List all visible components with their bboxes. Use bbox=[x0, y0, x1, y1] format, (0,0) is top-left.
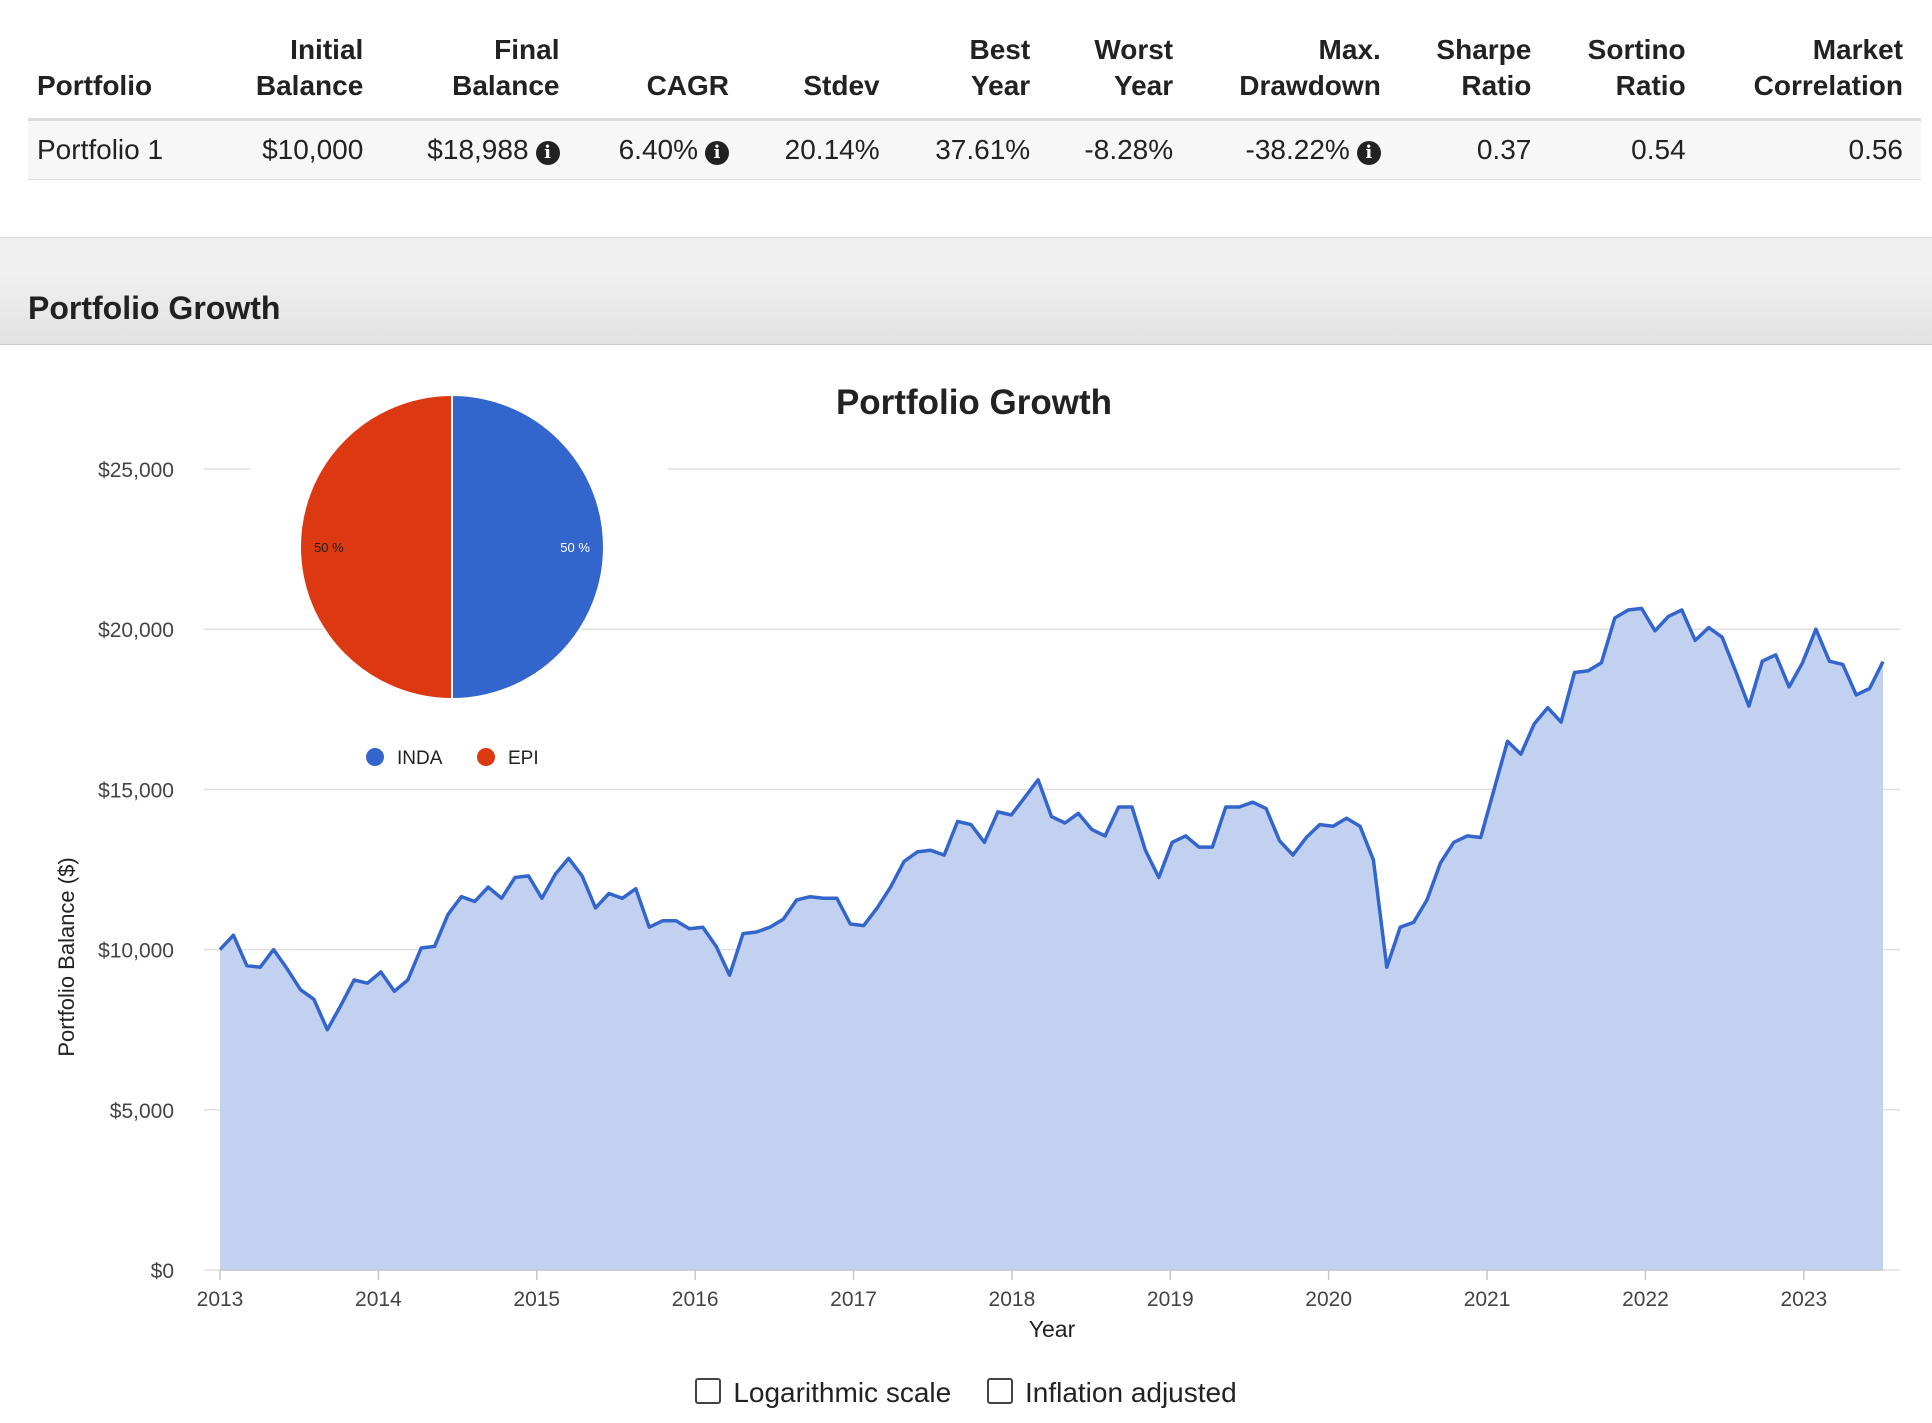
x-tick-label: 2023 bbox=[1780, 1288, 1827, 1311]
header-sharpe-ratio: Sharpe Ratio bbox=[1398, 22, 1550, 121]
x-tick-label: 2020 bbox=[1305, 1288, 1352, 1311]
axes: $0 $5,000 $10,000 $15,000 $20,000 $25,000 2013… bbox=[98, 459, 1883, 1311]
header-max-drawdown: Max. Drawdown bbox=[1191, 22, 1399, 121]
pie-slice-label: 50 % bbox=[314, 540, 344, 555]
y-tick-label: $15,000 bbox=[98, 779, 174, 802]
header-final-balance-line1: Final bbox=[494, 34, 560, 65]
cell-worst-year: -8.28% bbox=[1048, 119, 1192, 180]
summary-header-row: Portfolio Initial Balance Final Balance CA… bbox=[28, 22, 1921, 121]
legend-marker-epi bbox=[477, 748, 495, 766]
header-max-drawdown-line2: Drawdown bbox=[1239, 70, 1381, 101]
header-market-correlation-line2: Correlation bbox=[1753, 70, 1903, 101]
x-tick-label: 2017 bbox=[830, 1288, 877, 1311]
header-market-correlation-line1: Market bbox=[1812, 34, 1903, 65]
y-tick-label: $5,000 bbox=[110, 1100, 174, 1123]
cell-max-drawdown: -38.22% i bbox=[1191, 119, 1399, 180]
x-tick-label: 2019 bbox=[1147, 1288, 1194, 1311]
log-scale-toggle[interactable]: Logarithmic scale bbox=[695, 1377, 951, 1409]
x-tick-label: 2022 bbox=[1622, 1288, 1669, 1311]
header-portfolio: Portfolio bbox=[28, 22, 216, 121]
header-final-balance: Final Balance bbox=[381, 22, 578, 121]
balance-area bbox=[220, 608, 1883, 1270]
cell-stdev: 20.14% bbox=[747, 119, 898, 180]
x-tick-label: 2014 bbox=[355, 1288, 402, 1311]
log-scale-checkbox[interactable] bbox=[695, 1377, 722, 1404]
cell-market-correlation: 0.56 bbox=[1703, 119, 1921, 180]
header-initial-balance-line2: Balance bbox=[255, 70, 364, 101]
cell-portfolio: Portfolio 1 bbox=[28, 119, 216, 180]
cell-best-year: 37.61% bbox=[897, 119, 1049, 180]
balance-line bbox=[218, 606, 1885, 1032]
header-initial-balance: Initial Balance bbox=[215, 22, 382, 121]
pie-legend: INDA EPI bbox=[366, 748, 539, 769]
header-cagr: CAGR bbox=[577, 22, 748, 121]
x-tick-label: 2013 bbox=[197, 1288, 244, 1311]
header-sortino-ratio-line2: Ratio bbox=[1615, 70, 1686, 101]
header-portfolio-text: Portfolio bbox=[37, 70, 153, 101]
inflation-label: Inflation adjusted bbox=[1024, 1376, 1237, 1408]
cell-sharpe-ratio: 0.37 bbox=[1398, 119, 1550, 180]
header-max-drawdown-line1: Max. bbox=[1318, 34, 1381, 65]
pie-slice-epi bbox=[299, 393, 453, 701]
header-sharpe-ratio-line1: Sharpe bbox=[1436, 34, 1532, 65]
max-drawdown-value: -38.22% bbox=[1245, 134, 1350, 165]
summary-table: Portfolio Initial Balance Final Balance CA… bbox=[28, 22, 1921, 180]
header-worst-year-line1: Worst bbox=[1094, 34, 1174, 65]
x-tick-label: 2021 bbox=[1464, 1288, 1511, 1311]
portfolio-growth-chart: $0 $5,000 $10,000 $15,000 $20,000 $25,000 2013… bbox=[54, 383, 1900, 1342]
cell-sortino-ratio: 0.54 bbox=[1549, 119, 1704, 180]
info-icon[interactable]: i bbox=[535, 141, 560, 165]
info-icon[interactable]: i bbox=[705, 141, 730, 165]
allocation-pie: 50 % 50 % bbox=[299, 393, 605, 701]
section-title: Portfolio Growth bbox=[28, 290, 281, 326]
table-row: Portfolio 1 $10,000 $18,988 i 6.40% i 20.1… bbox=[28, 119, 1921, 180]
y-tick-label: $25,000 bbox=[98, 459, 174, 482]
header-stdev: Stdev bbox=[747, 22, 898, 121]
y-tick-label: $20,000 bbox=[98, 619, 174, 642]
inflation-checkbox[interactable] bbox=[986, 1377, 1013, 1404]
header-market-correlation: Market Correlation bbox=[1703, 22, 1921, 121]
cell-initial-balance: $10,000 bbox=[215, 119, 382, 180]
header-worst-year: Worst Year bbox=[1048, 22, 1192, 121]
header-sharpe-ratio-line2: Ratio bbox=[1461, 70, 1532, 101]
header-final-balance-line2: Balance bbox=[452, 70, 560, 101]
final-balance-value: $18,988 bbox=[427, 134, 529, 165]
x-axis-label: Year bbox=[1029, 1316, 1076, 1342]
header-cagr-text: CAGR bbox=[646, 70, 730, 101]
section-divider bbox=[0, 237, 1932, 274]
x-tick-label: 2016 bbox=[672, 1288, 719, 1311]
x-tick-label: 2015 bbox=[513, 1288, 560, 1311]
header-stdev-text: Stdev bbox=[803, 70, 880, 101]
legend-marker-inda bbox=[366, 748, 384, 766]
section-header: Portfolio Growth bbox=[0, 272, 1932, 345]
inflation-toggle[interactable]: Inflation adjusted bbox=[986, 1376, 1237, 1409]
legend-label-inda: INDA bbox=[397, 748, 443, 769]
x-tick-label: 2018 bbox=[989, 1288, 1036, 1311]
header-sortino-ratio: Sortino Ratio bbox=[1549, 22, 1704, 121]
y-axis-label: Portfolio Balance ($) bbox=[54, 857, 79, 1056]
header-worst-year-line2: Year bbox=[1113, 70, 1174, 101]
header-initial-balance-line1: Initial bbox=[290, 34, 364, 65]
header-best-year-line1: Best bbox=[969, 34, 1031, 65]
y-tick-label: $0 bbox=[151, 1260, 174, 1283]
pie-slice-inda bbox=[451, 393, 605, 701]
log-scale-label: Logarithmic scale bbox=[733, 1376, 952, 1408]
chart-title: Portfolio Growth bbox=[836, 383, 1112, 422]
pie-slice-label: 50 % bbox=[560, 540, 590, 555]
chart-controls: Logarithmic scale Inflation adjusted bbox=[0, 1375, 1932, 1409]
y-tick-label: $10,000 bbox=[98, 940, 174, 963]
header-best-year-line2: Year bbox=[971, 70, 1031, 101]
header-best-year: Best Year bbox=[897, 22, 1049, 121]
cagr-value: 6.40% bbox=[618, 134, 699, 165]
legend-label-epi: EPI bbox=[508, 748, 539, 769]
cell-cagr: 6.40% i bbox=[577, 119, 748, 180]
cell-final-balance: $18,988 i bbox=[381, 119, 578, 180]
header-sortino-ratio-line1: Sortino bbox=[1587, 34, 1686, 65]
info-icon[interactable]: i bbox=[1356, 141, 1381, 165]
